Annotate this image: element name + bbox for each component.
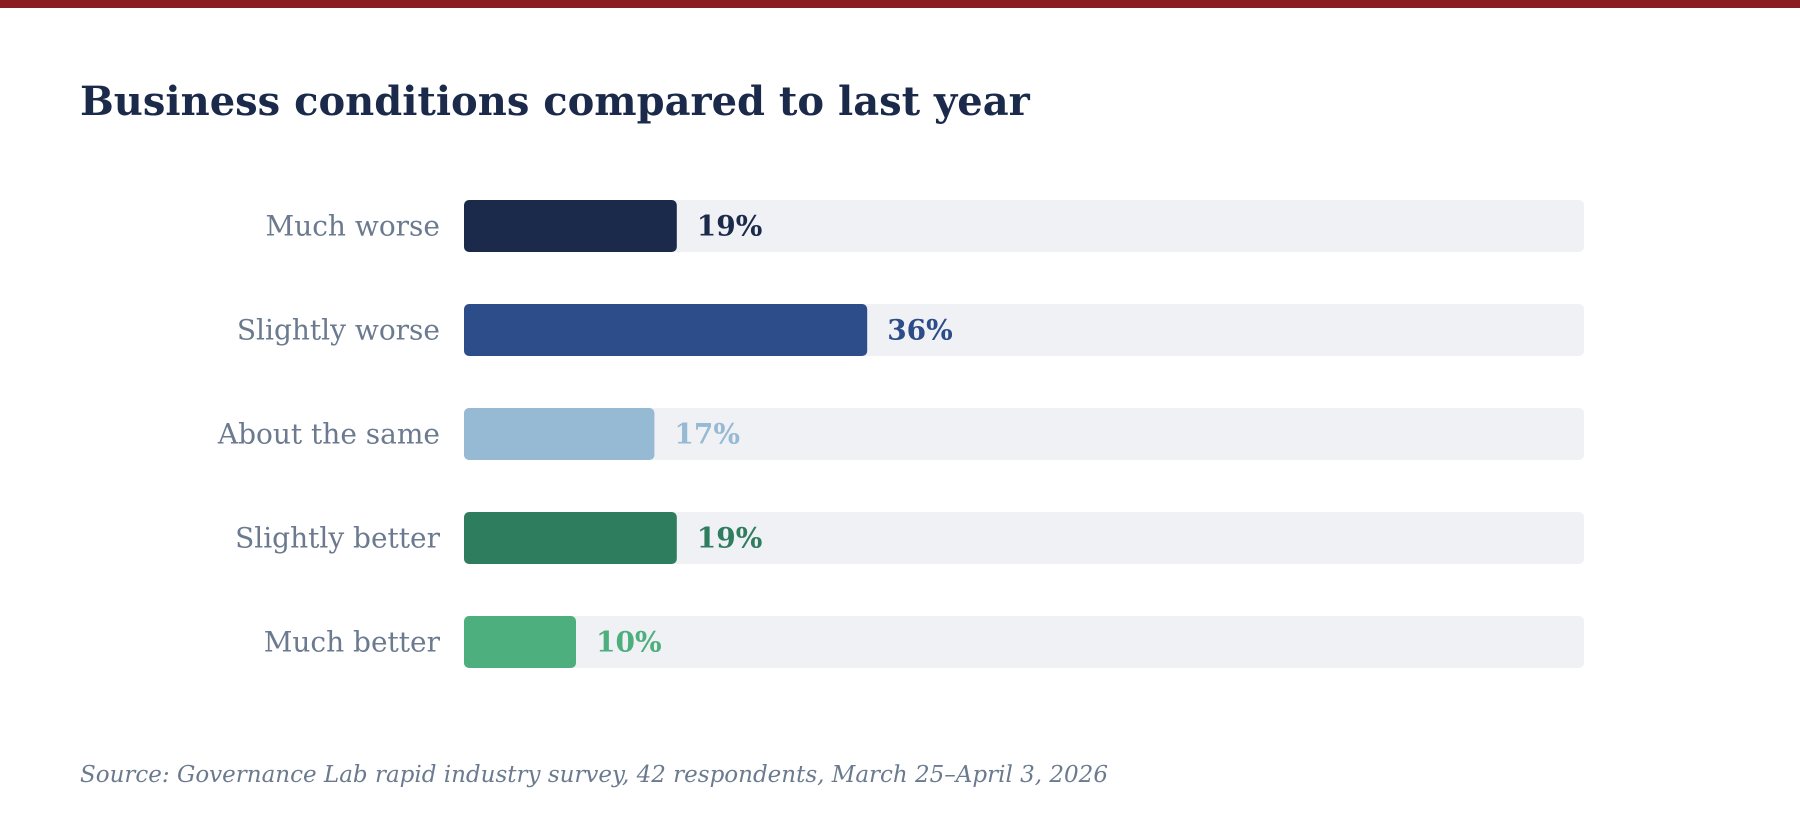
chart-title: Business conditions compared to last yea… xyxy=(80,78,1030,125)
bar-row-much-better: Much better 10% xyxy=(264,616,1584,668)
bar-slightly-better xyxy=(464,512,677,564)
bar-track-much-worse xyxy=(464,200,1584,252)
bar-row-slightly-worse: Slightly worse 36% xyxy=(237,304,1584,356)
value-label-slightly-worse: 36% xyxy=(887,314,953,347)
bar-much-better xyxy=(464,616,576,668)
source-note: Source: Governance Lab rapid industry su… xyxy=(80,762,1108,788)
bar-row-slightly-better: Slightly better 19% xyxy=(235,512,1584,564)
bar-track-about-the-same xyxy=(464,408,1584,460)
bar-much-worse xyxy=(464,200,677,252)
bar-about-the-same xyxy=(464,408,655,460)
bar-row-much-worse: Much worse 19% xyxy=(266,200,1584,252)
bar-row-about-the-same: About the same 17% xyxy=(217,408,1584,460)
bar-track-much-better xyxy=(464,616,1584,668)
category-label-about-the-same: About the same xyxy=(217,418,440,451)
bar-chart: Much worse 19% Slightly worse 36% About the … xyxy=(217,200,1584,668)
category-label-slightly-better: Slightly better xyxy=(235,522,441,555)
value-label-about-the-same: 17% xyxy=(674,418,740,451)
value-label-much-better: 10% xyxy=(596,626,662,659)
category-label-much-worse: Much worse xyxy=(266,210,440,243)
value-label-slightly-better: 19% xyxy=(697,522,763,555)
value-label-much-worse: 19% xyxy=(697,210,763,243)
category-label-slightly-worse: Slightly worse xyxy=(237,314,440,347)
category-label-much-better: Much better xyxy=(264,626,441,659)
bar-slightly-worse xyxy=(464,304,868,356)
bar-track-slightly-better xyxy=(464,512,1584,564)
top-accent-rule xyxy=(0,0,1800,8)
